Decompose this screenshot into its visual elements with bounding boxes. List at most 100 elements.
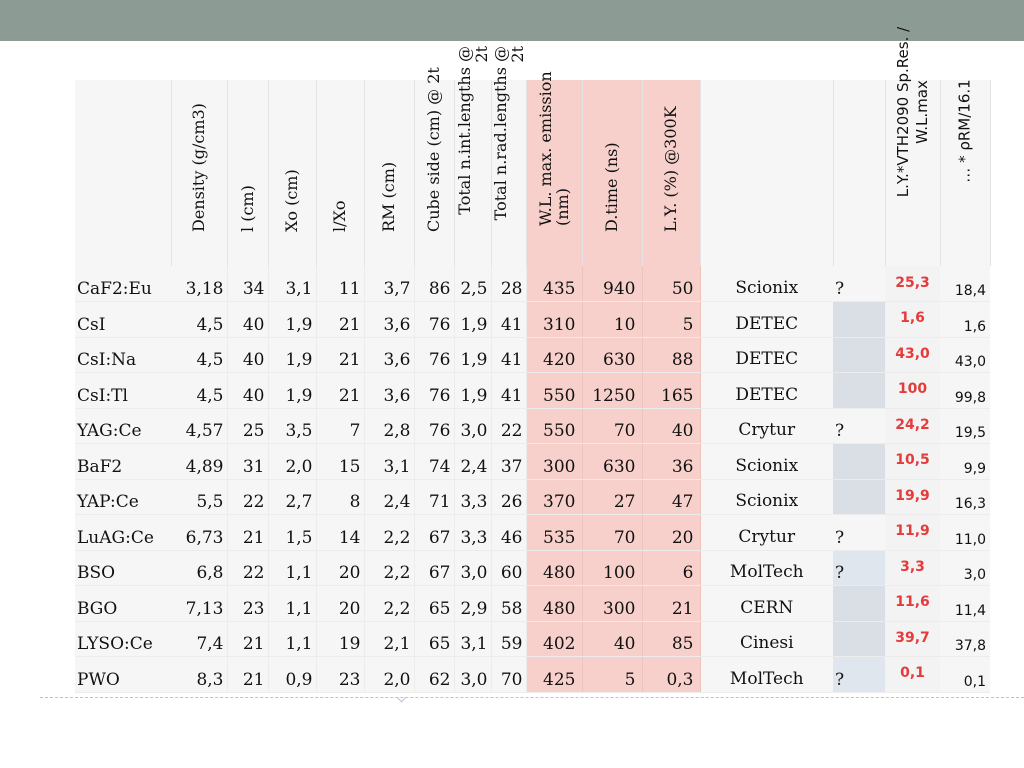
x0-cell: 2,0 [268, 443, 317, 480]
wavelength-cell: 310 [526, 301, 583, 338]
int-lengths-cell: 3,0 [454, 550, 492, 586]
int-lengths-cell: 1,9 [454, 337, 492, 373]
l-over-x0-cell: 11 [316, 266, 365, 302]
x0-cell: 1,9 [268, 372, 317, 409]
l-over-x0-cell: 21 [316, 337, 365, 373]
light-yield-cell: 40 [642, 408, 701, 444]
rad-lengths-cell: 70 [491, 656, 527, 693]
rad-lengths-cell: 26 [491, 479, 527, 515]
rho-value-cell: 99,8 [940, 372, 990, 409]
length-cell: 21 [227, 514, 269, 551]
header-ly: L.Y. (%) @300K [642, 80, 701, 266]
length-cell: 22 [227, 550, 269, 586]
cube-side-cell: 65 [414, 585, 455, 622]
separator-marker [396, 692, 407, 703]
rad-lengths-cell: 22 [491, 408, 527, 444]
ly-vth-value-cell: 10,5 [885, 443, 940, 480]
cube-side-cell: 71 [414, 479, 455, 515]
length-cell: 40 [227, 372, 269, 409]
l-over-x0-cell: 14 [316, 514, 365, 551]
density-cell: 4,5 [171, 372, 228, 409]
int-lengths-cell: 3,0 [454, 408, 492, 444]
producer-cell: Crytur [700, 514, 833, 551]
table-row: YAG:Ce 4,57 25 3,5 7 2,8 76 3,0 22 550 70 40 Crytur?… [75, 408, 990, 444]
rho-value-cell: 3,0 [940, 550, 990, 586]
question-mark-cell [833, 621, 885, 657]
light-yield-cell: 47 [642, 479, 701, 515]
header-producer [700, 80, 834, 266]
producer-cell: Scionix [700, 443, 833, 480]
rho-value-cell: 37,8 [940, 621, 990, 657]
header-density: Density (g/cm3) [171, 80, 228, 266]
producer-cell: Scionix [700, 479, 833, 515]
rad-lengths-cell: 28 [491, 266, 527, 302]
int-lengths-cell: 1,9 [454, 372, 492, 409]
moliere-radius-cell: 3,7 [364, 266, 415, 302]
decay-time-cell: 940 [582, 266, 643, 302]
l-over-x0-cell: 21 [316, 372, 365, 409]
rho-value-cell: 18,4 [940, 266, 990, 302]
l-over-x0-cell: 15 [316, 443, 365, 480]
moliere-radius-cell: 2,2 [364, 550, 415, 586]
header-question [833, 80, 886, 266]
cube-side-cell: 67 [414, 514, 455, 551]
x0-cell: 1,9 [268, 301, 317, 338]
light-yield-cell: 165 [642, 372, 701, 409]
ly-vth-value-cell: 39,7 [885, 621, 940, 657]
length-cell: 23 [227, 585, 269, 622]
light-yield-cell: 85 [642, 621, 701, 657]
density-cell: 5,5 [171, 479, 228, 515]
crystal-name-cell: CsI:Na [75, 337, 171, 373]
crystal-name-cell: PWO [75, 656, 171, 693]
rad-lengths-cell: 46 [491, 514, 527, 551]
ly-vth-value-cell: 100 [885, 372, 940, 409]
ly-vth-value-cell: 24,2 [885, 408, 940, 444]
length-cell: 22 [227, 479, 269, 515]
wavelength-cell: 370 [526, 479, 583, 515]
wavelength-cell: 425 [526, 656, 583, 693]
table-row: BaF2 4,89 31 2,0 15 3,1 74 2,4 37 300 630 36 Scionix… [75, 443, 990, 480]
moliere-radius-cell: 2,8 [364, 408, 415, 444]
x0-cell: 1,1 [268, 621, 317, 657]
crystal-name-cell: CaF2:Eu [75, 266, 171, 302]
table-row: PWO 8,3 21 0,9 23 2,0 62 3,0 70 425 5 0,3 MolTech? 0,… [75, 656, 990, 693]
crystal-name-cell: YAP:Ce [75, 479, 171, 515]
x0-cell: 2,7 [268, 479, 317, 515]
question-mark-cell: ? [833, 408, 885, 444]
cube-side-cell: 74 [414, 443, 455, 480]
wavelength-cell: 550 [526, 372, 583, 409]
l-over-x0-cell: 23 [316, 656, 365, 693]
density-cell: 4,57 [171, 408, 228, 444]
producer-cell: Cinesi [700, 621, 833, 657]
wavelength-cell: 480 [526, 550, 583, 586]
slide-separator [40, 697, 1024, 698]
rho-value-cell: 9,9 [940, 443, 990, 480]
length-cell: 40 [227, 337, 269, 373]
decay-time-cell: 70 [582, 514, 643, 551]
ly-vth-value-cell: 1,6 [885, 301, 940, 338]
light-yield-cell: 88 [642, 337, 701, 373]
table-row: LuAG:Ce 6,73 21 1,5 14 2,2 67 3,3 46 535 70 20 Crytu… [75, 514, 990, 551]
crystal-name-cell: CsI [75, 301, 171, 338]
density-cell: 4,89 [171, 443, 228, 480]
density-cell: 6,8 [171, 550, 228, 586]
header-rad-lengths: Total n.rad.lengths @ 2t [491, 46, 527, 266]
int-lengths-cell: 3,3 [454, 514, 492, 551]
header-wl: W.L. max. emission (nm) [526, 71, 583, 266]
scintillator-table: Density (g/cm3) l (cm) Xo (cm) l/Xo RM (… [75, 27, 991, 693]
question-mark-cell: ? [833, 514, 885, 551]
header-int-lengths: Total n.int.lengths @ 2t [454, 46, 492, 266]
length-cell: 34 [227, 266, 269, 302]
l-over-x0-cell: 21 [316, 301, 365, 338]
decay-time-cell: 70 [582, 408, 643, 444]
table-row: LYSO:Ce 7,4 21 1,1 19 2,1 65 3,1 59 402 40 85 Cinesi… [75, 621, 990, 657]
int-lengths-cell: 1,9 [454, 301, 492, 338]
rad-lengths-cell: 59 [491, 621, 527, 657]
rad-lengths-cell: 41 [491, 301, 527, 338]
rho-value-cell: 43,0 [940, 337, 990, 373]
table-row: CsI:Tl 4,5 40 1,9 21 3,6 76 1,9 41 550 1250 165 DETE… [75, 372, 990, 409]
question-mark-cell [833, 337, 885, 373]
wavelength-cell: 300 [526, 443, 583, 480]
cube-side-cell: 76 [414, 408, 455, 444]
header-rho: … * ρRM/16.1 [940, 79, 991, 266]
